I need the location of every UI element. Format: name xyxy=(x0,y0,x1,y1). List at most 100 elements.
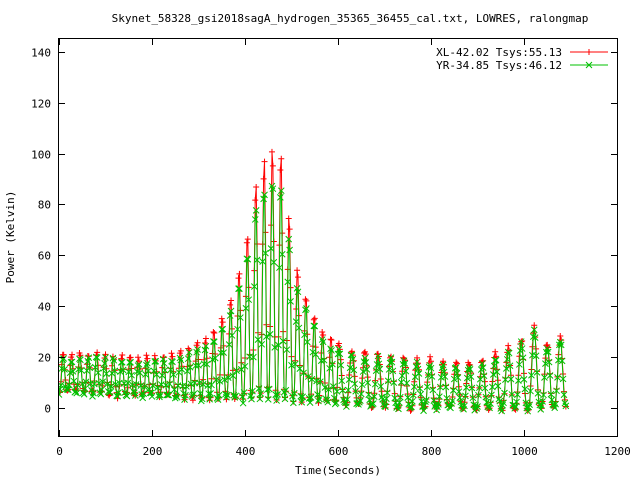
data-point xyxy=(238,393,246,400)
data-point xyxy=(326,364,333,372)
data-point xyxy=(378,393,386,401)
data-point xyxy=(279,337,287,345)
data-point xyxy=(210,338,218,346)
data-point xyxy=(139,394,147,402)
data-point xyxy=(199,380,207,388)
data-point xyxy=(194,339,201,346)
data-point xyxy=(81,385,89,392)
data-point xyxy=(137,382,145,389)
data-point xyxy=(269,185,277,193)
data-point xyxy=(80,390,88,398)
data-point xyxy=(224,374,232,381)
data-point xyxy=(228,297,235,304)
legend-marker xyxy=(586,49,592,55)
data-point xyxy=(149,382,157,389)
data-point xyxy=(524,407,532,415)
data-point xyxy=(496,397,504,405)
data-point xyxy=(329,383,337,390)
data-point xyxy=(454,374,462,381)
data-point xyxy=(277,167,284,174)
data-point xyxy=(110,356,118,364)
data-point xyxy=(211,354,219,362)
data-point xyxy=(105,388,113,396)
series-1 xyxy=(59,182,570,415)
data-point xyxy=(321,384,329,391)
data-point xyxy=(164,391,172,399)
data-point xyxy=(507,375,515,383)
data-point xyxy=(290,389,298,397)
data-point xyxy=(216,377,224,385)
data-point xyxy=(408,403,415,411)
data-point xyxy=(289,392,296,400)
data-point xyxy=(527,387,534,395)
data-point xyxy=(239,399,247,407)
data-point xyxy=(268,148,275,155)
data-point xyxy=(495,395,503,403)
data-point xyxy=(466,365,474,373)
data-point xyxy=(506,362,514,370)
series-line xyxy=(59,185,567,412)
data-point xyxy=(230,391,238,399)
data-point xyxy=(357,390,365,398)
data-point xyxy=(501,389,508,397)
data-point xyxy=(390,379,398,386)
data-point xyxy=(355,401,362,408)
data-point xyxy=(546,372,554,379)
data-point xyxy=(302,296,309,303)
data-point xyxy=(102,354,109,361)
data-point xyxy=(335,340,342,347)
data-point xyxy=(299,393,307,401)
data-point xyxy=(288,361,295,369)
data-point xyxy=(462,384,470,391)
plot-area xyxy=(59,148,570,415)
data-point xyxy=(300,369,307,377)
data-point xyxy=(192,362,200,370)
data-point xyxy=(330,394,338,402)
data-point xyxy=(271,344,279,351)
data-point xyxy=(252,207,260,214)
data-point xyxy=(532,352,540,360)
data-point xyxy=(205,390,213,398)
data-point xyxy=(315,397,322,405)
data-point xyxy=(336,350,344,358)
data-point xyxy=(396,399,403,406)
data-point xyxy=(234,325,241,333)
data-point xyxy=(560,391,568,399)
data-point xyxy=(166,380,174,388)
data-point xyxy=(389,367,397,375)
data-point xyxy=(351,380,359,388)
data-point xyxy=(422,398,429,405)
data-point xyxy=(259,258,267,265)
data-point xyxy=(310,316,317,323)
data-point xyxy=(161,354,168,361)
data-point xyxy=(427,364,435,372)
data-point xyxy=(144,355,151,362)
data-point xyxy=(178,366,186,373)
data-point xyxy=(131,392,139,399)
data-point xyxy=(85,354,93,362)
data-point xyxy=(185,348,193,356)
data-point xyxy=(541,374,548,381)
plot-frame xyxy=(58,38,618,437)
data-point xyxy=(73,389,81,397)
data-point xyxy=(64,386,71,393)
data-point xyxy=(423,383,431,391)
data-point xyxy=(159,355,167,363)
data-point xyxy=(562,402,570,410)
data-point xyxy=(515,361,523,368)
data-point xyxy=(312,350,320,358)
data-point xyxy=(260,195,267,203)
y-tick-label: 60 xyxy=(38,250,51,263)
data-point xyxy=(266,330,274,338)
data-point xyxy=(409,391,417,399)
data-point xyxy=(337,361,345,369)
data-point xyxy=(294,288,302,296)
data-point xyxy=(228,332,236,339)
data-point xyxy=(272,391,280,398)
data-point xyxy=(128,371,135,379)
data-point xyxy=(428,373,436,380)
data-point xyxy=(328,347,335,354)
data-point xyxy=(98,386,106,393)
data-point xyxy=(123,392,131,400)
data-point xyxy=(492,348,499,355)
